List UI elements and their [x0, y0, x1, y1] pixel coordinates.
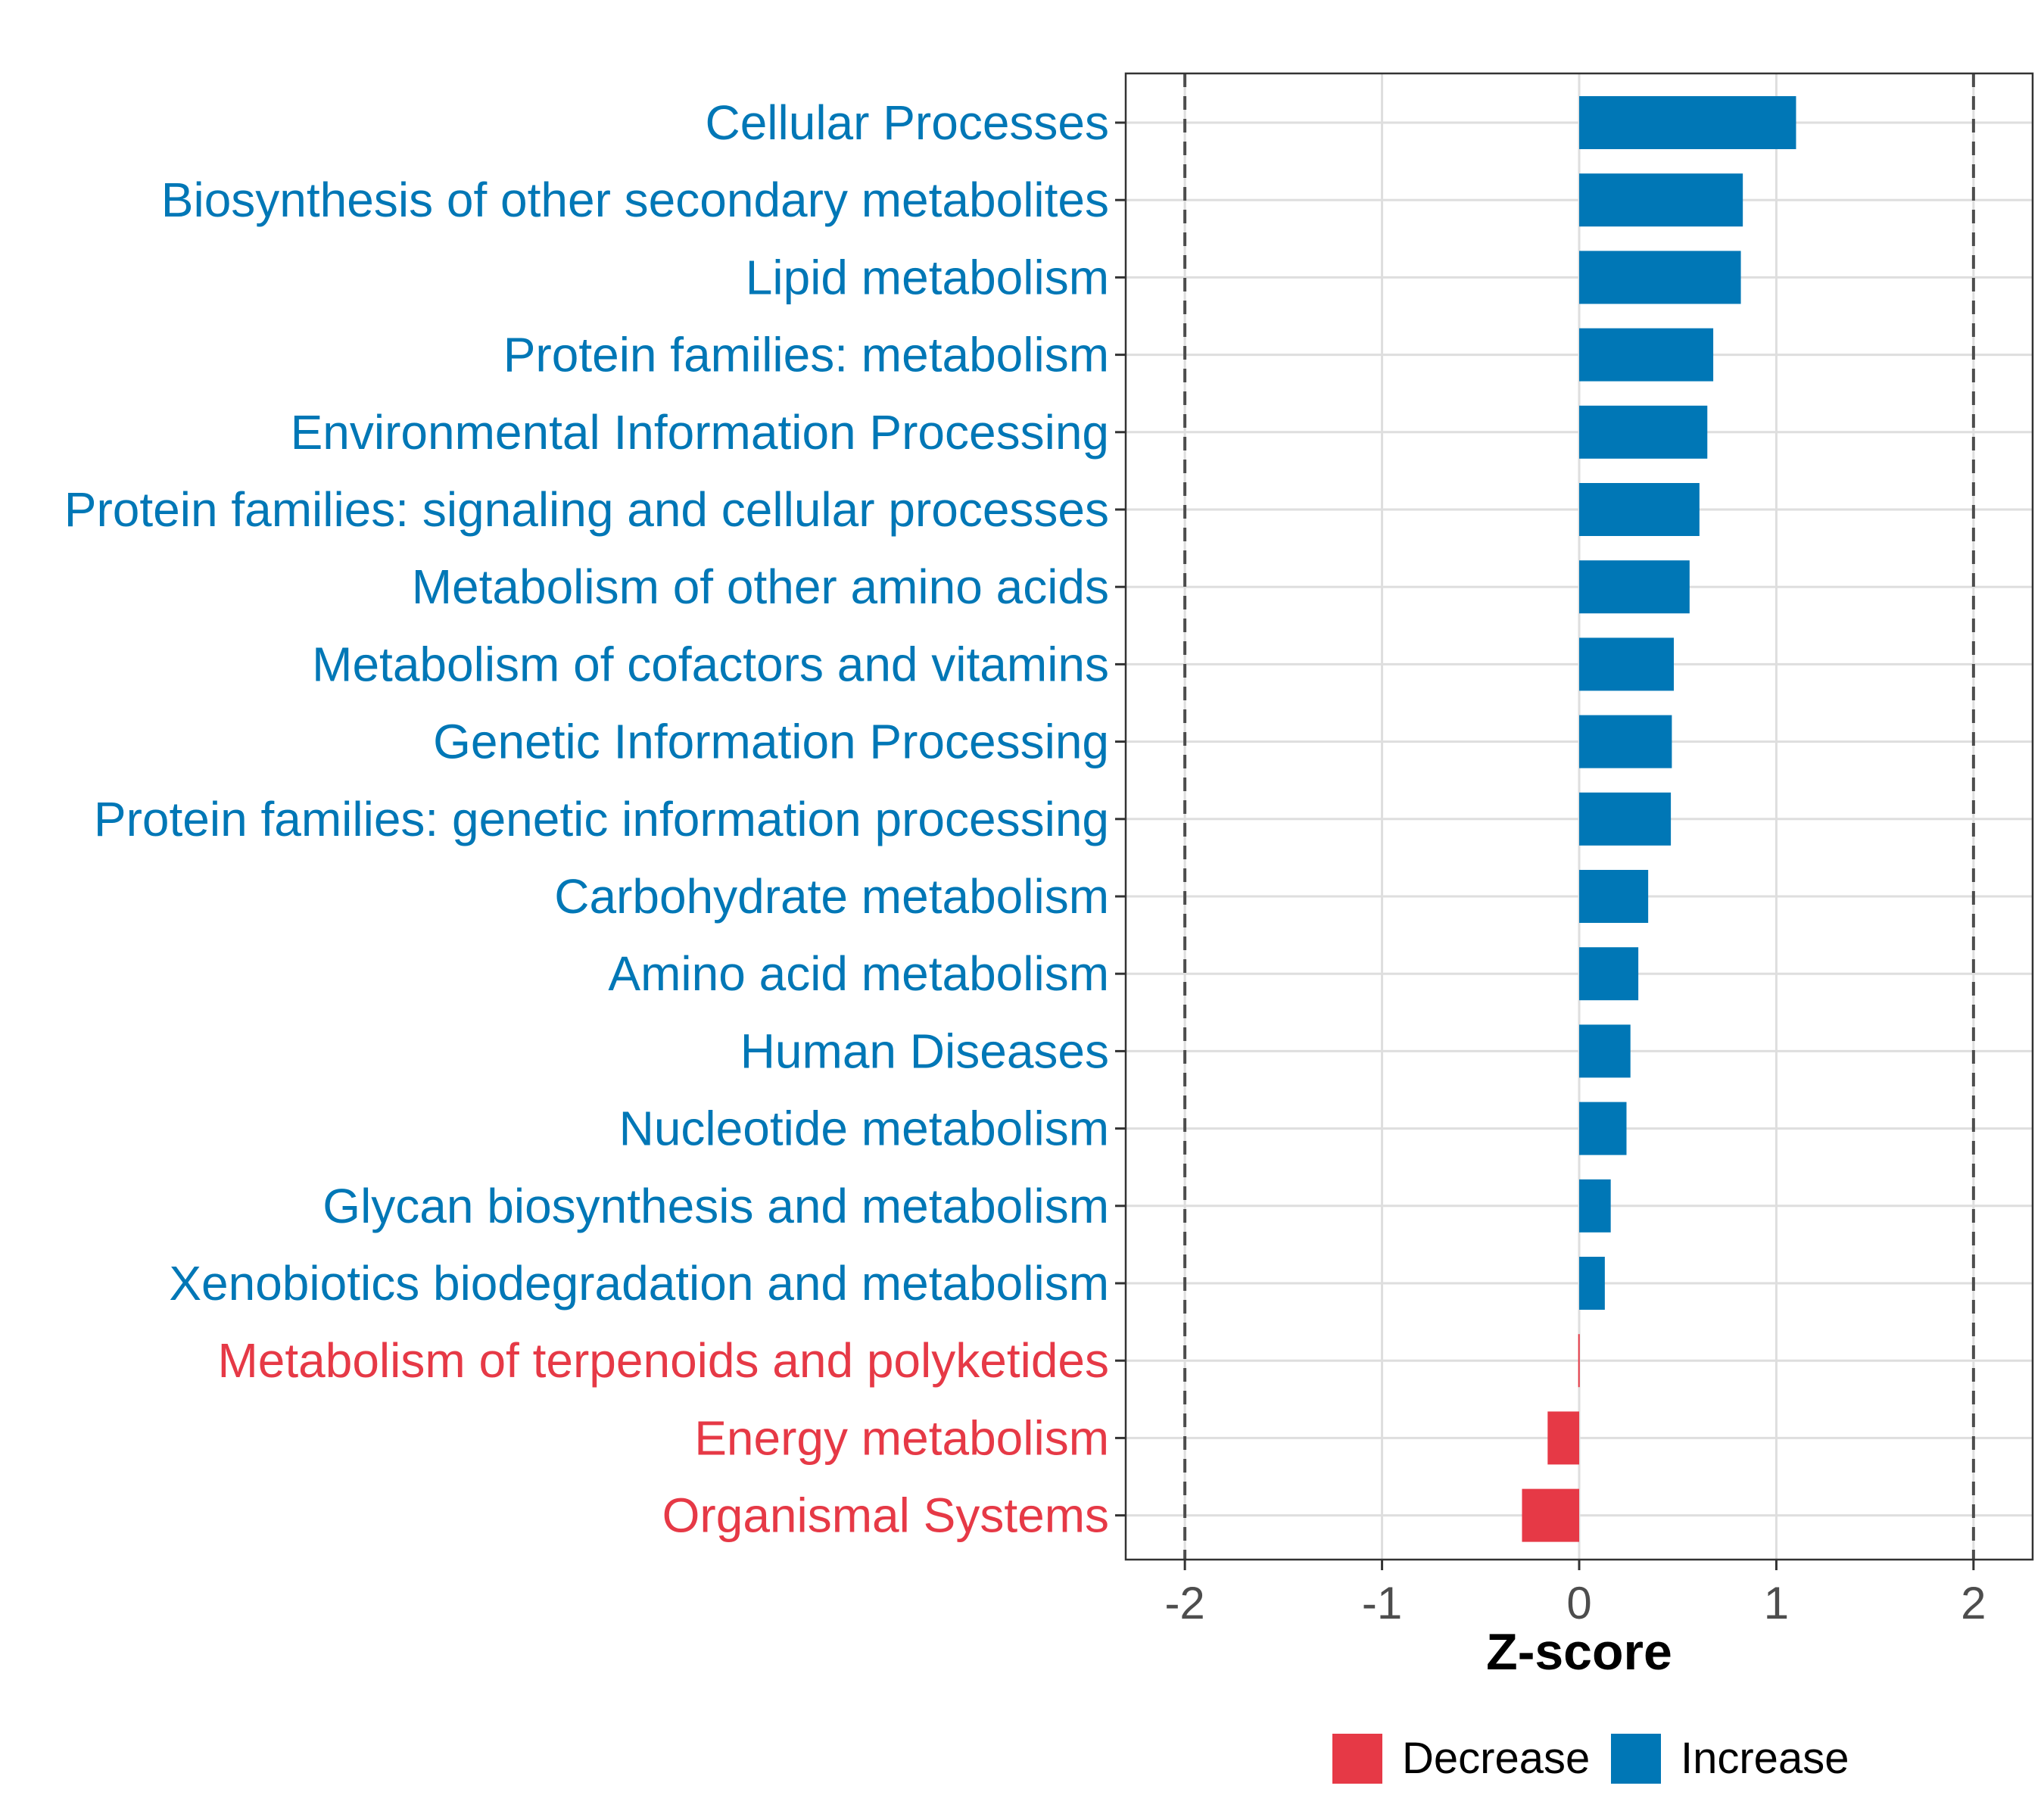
category-label: Glycan biosynthesis and metabolism	[322, 1179, 1109, 1233]
bar	[1522, 1488, 1579, 1542]
bar	[1579, 405, 1708, 459]
category-label: Protein families: signaling and cellular…	[64, 482, 1109, 537]
x-ticks: -2 -1 0 1 2	[1164, 1560, 1986, 1628]
category-label: Environmental Information Processing	[291, 405, 1109, 460]
bar	[1579, 637, 1675, 691]
y-ticks	[1115, 121, 1126, 1517]
category-label: Carbohydrate metabolism	[554, 869, 1109, 924]
category-label: Energy metabolism	[694, 1410, 1109, 1465]
category-label: Metabolism of terpenoids and polyketides	[217, 1333, 1109, 1388]
legend: Decrease Increase	[1332, 1734, 1849, 1784]
x-tick-label: -2	[1164, 1578, 1204, 1628]
category-label: Amino acid metabolism	[608, 946, 1109, 1001]
reference-lines	[1183, 73, 1975, 1560]
category-label: Lipid metabolism	[746, 250, 1109, 304]
bar	[1579, 1179, 1611, 1233]
x-tick-label: 2	[1961, 1578, 1986, 1628]
bar	[1579, 1102, 1627, 1155]
legend-swatch	[1611, 1734, 1661, 1784]
bar	[1579, 96, 1796, 149]
bar	[1579, 1024, 1631, 1078]
x-tick-label: 0	[1566, 1578, 1591, 1628]
category-label: Metabolism of other amino acids	[412, 559, 1109, 614]
category-label: Cellular Processes	[705, 95, 1109, 150]
x-tick-label: 1	[1764, 1578, 1789, 1628]
bar	[1579, 328, 1714, 382]
category-label: Nucleotide metabolism	[619, 1102, 1109, 1156]
category-label: Genetic Information Processing	[433, 715, 1109, 769]
category-label: Xenobiotics biodegradation and metabolis…	[169, 1256, 1109, 1311]
category-label: Metabolism of cofactors and vitamins	[312, 637, 1109, 691]
bar	[1579, 870, 1649, 923]
bars	[1522, 96, 1796, 1542]
legend-label: Increase	[1681, 1734, 1849, 1783]
category-label: Protein families: metabolism	[503, 328, 1109, 382]
bar	[1579, 560, 1690, 614]
bar	[1578, 1334, 1580, 1388]
x-axis-title: Z-score	[1486, 1623, 1672, 1681]
x-tick-label: -1	[1362, 1578, 1402, 1628]
category-label: Human Diseases	[740, 1024, 1109, 1078]
bar	[1579, 1257, 1605, 1310]
bar	[1579, 715, 1672, 768]
bar	[1579, 792, 1672, 846]
bar	[1579, 947, 1639, 1001]
legend-swatch	[1332, 1734, 1382, 1784]
category-label: Protein families: genetic information pr…	[94, 792, 1109, 846]
category-label: Biosynthesis of other secondary metaboli…	[161, 173, 1109, 227]
bar	[1579, 483, 1700, 536]
bar	[1579, 173, 1743, 227]
legend-label: Decrease	[1402, 1734, 1590, 1783]
bar	[1547, 1411, 1579, 1465]
y-axis-labels: Cellular Processes Biosynthesis of other …	[64, 95, 1109, 1543]
category-label: Organismal Systems	[662, 1488, 1109, 1543]
bar	[1579, 251, 1741, 304]
